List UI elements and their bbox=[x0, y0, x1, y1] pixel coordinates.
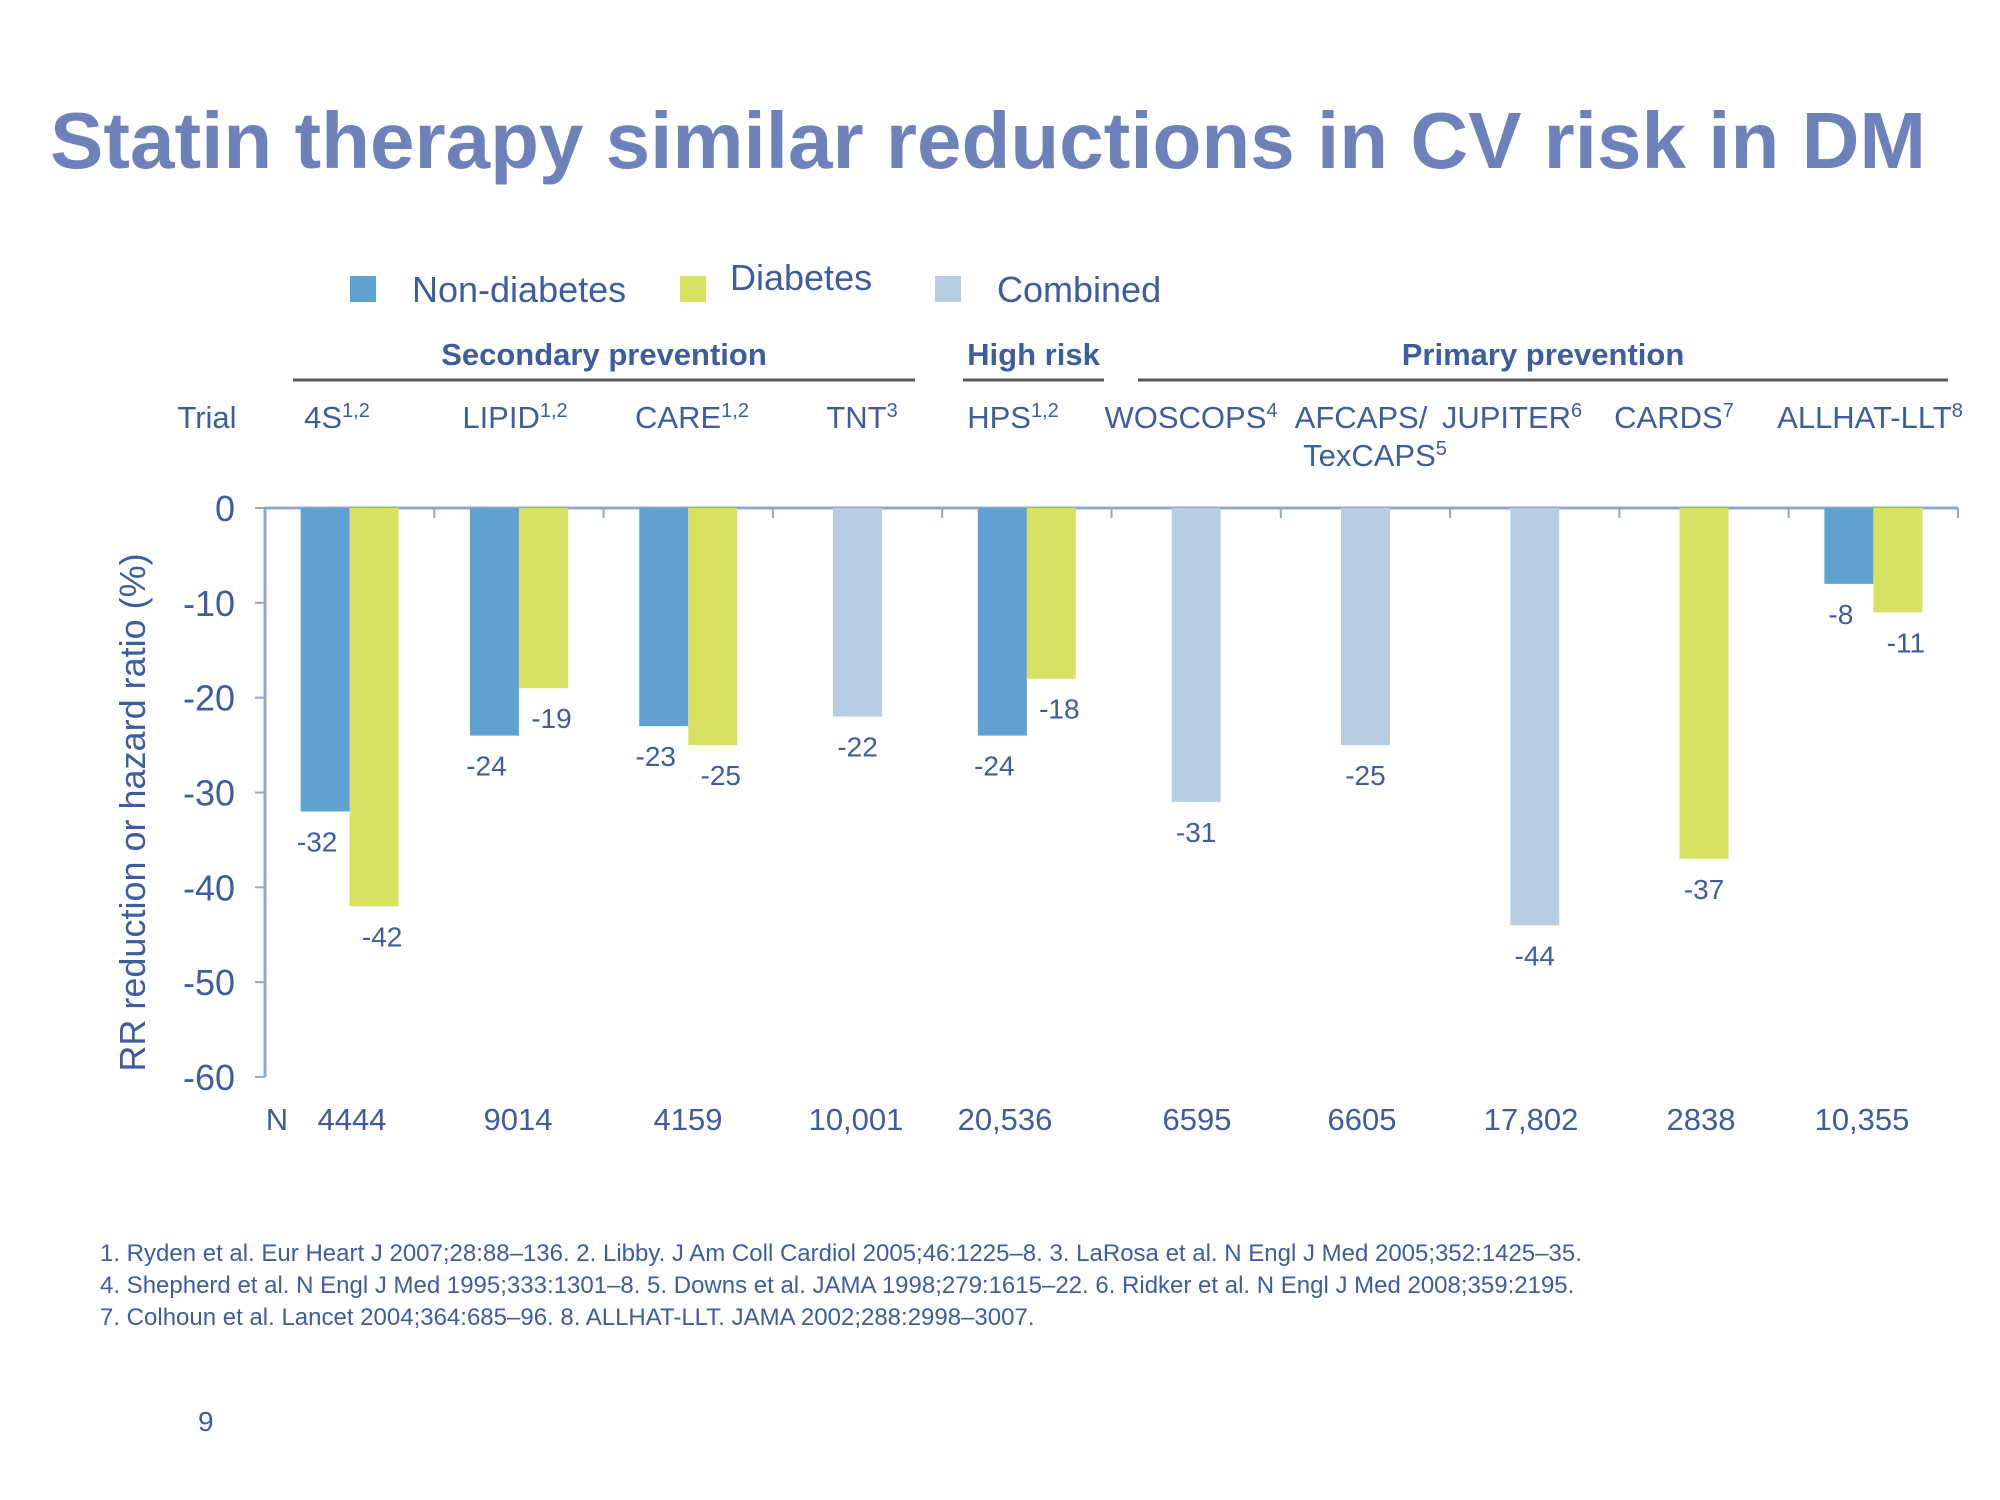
reference-line: 4. Shepherd et al. N Engl J Med 1995;333… bbox=[100, 1270, 1582, 1302]
bar-non_diabetes bbox=[301, 508, 350, 811]
y-tick-label: -10 bbox=[183, 583, 235, 624]
bar-non_diabetes bbox=[639, 508, 688, 726]
value-label: -8 bbox=[1828, 599, 1853, 630]
value-label: -18 bbox=[1039, 694, 1079, 725]
bar-non_diabetes bbox=[978, 508, 1027, 736]
reference-line: 1. Ryden et al. Eur Heart J 2007;28:88–1… bbox=[100, 1238, 1582, 1270]
y-tick-label: -50 bbox=[183, 962, 235, 1003]
bar-diabetes bbox=[688, 508, 737, 745]
n-value: 17,802 bbox=[1484, 1102, 1579, 1137]
n-value: 6605 bbox=[1328, 1102, 1397, 1137]
slide-number: 9 bbox=[198, 1406, 214, 1438]
value-label: -24 bbox=[466, 751, 506, 782]
value-label: -37 bbox=[1684, 874, 1724, 905]
reference-line: 7. Colhoun et al. Lancet 2004;364:685–96… bbox=[100, 1302, 1582, 1334]
bar-combined bbox=[1341, 508, 1390, 745]
trial-name: CARE1,2 bbox=[635, 400, 749, 435]
value-label: -25 bbox=[701, 760, 741, 791]
legend-label-non_diabetes: Non-diabetes bbox=[412, 269, 626, 310]
trial-name: TNT3 bbox=[826, 400, 897, 435]
value-label: -44 bbox=[1515, 940, 1555, 971]
bar-non_diabetes bbox=[470, 508, 519, 736]
value-label: -19 bbox=[531, 703, 571, 734]
value-label: -22 bbox=[837, 732, 877, 763]
bar-diabetes bbox=[350, 508, 399, 906]
bar-combined bbox=[1172, 508, 1221, 802]
value-label: -11 bbox=[1887, 627, 1925, 658]
group-label: Primary prevention bbox=[1402, 337, 1685, 372]
bar-diabetes bbox=[1027, 508, 1076, 679]
trial-name: ALLHAT-LLT8 bbox=[1777, 400, 1963, 435]
trial-name: JUPITER6 bbox=[1442, 400, 1582, 435]
y-tick-label: 0 bbox=[215, 488, 235, 529]
bar-combined bbox=[1510, 508, 1559, 925]
trial-row-label: Trial bbox=[177, 400, 236, 435]
y-tick-label: -30 bbox=[183, 773, 235, 814]
legend-swatch-non_diabetes bbox=[350, 276, 376, 302]
n-value: 4444 bbox=[318, 1102, 387, 1137]
value-label: -23 bbox=[636, 741, 676, 772]
n-value: 9014 bbox=[484, 1102, 553, 1137]
y-tick-label: -20 bbox=[183, 678, 235, 719]
bar-diabetes bbox=[1873, 508, 1922, 612]
value-label: -42 bbox=[362, 921, 402, 952]
trial-name: WOSCOPS4 bbox=[1104, 400, 1277, 435]
n-value: 10,355 bbox=[1815, 1102, 1910, 1137]
references: 1. Ryden et al. Eur Heart J 2007;28:88–1… bbox=[100, 1238, 1582, 1334]
bar-combined bbox=[833, 508, 882, 717]
value-label: -32 bbox=[297, 826, 337, 857]
y-tick-label: -40 bbox=[183, 867, 235, 908]
trial-name: 4S1,2 bbox=[304, 400, 370, 435]
trial-name-line2: TexCAPS5 bbox=[1303, 438, 1447, 473]
n-value: 2838 bbox=[1667, 1102, 1736, 1137]
n-value: 20,536 bbox=[958, 1102, 1053, 1137]
value-label: -25 bbox=[1345, 760, 1385, 791]
y-tick-label: -60 bbox=[183, 1057, 235, 1098]
trial-name: HPS1,2 bbox=[967, 400, 1059, 435]
trial-name: CARDS7 bbox=[1614, 400, 1734, 435]
legend-label-combined: Combined bbox=[997, 269, 1161, 310]
n-value: 4159 bbox=[654, 1102, 723, 1137]
value-label: -31 bbox=[1176, 817, 1216, 848]
trial-name: AFCAPS/ bbox=[1295, 400, 1428, 435]
bar-non_diabetes bbox=[1824, 508, 1873, 584]
n-value: 10,001 bbox=[809, 1102, 904, 1137]
value-label: -24 bbox=[974, 751, 1014, 782]
group-label: High risk bbox=[967, 337, 1100, 372]
legend-label-diabetes: Diabetes bbox=[730, 257, 872, 298]
bar-diabetes bbox=[1680, 508, 1729, 859]
n-value: 6595 bbox=[1163, 1102, 1232, 1137]
group-label: Secondary prevention bbox=[441, 337, 767, 372]
legend-swatch-combined bbox=[935, 276, 961, 302]
n-row-label: N bbox=[266, 1102, 288, 1137]
trial-name: LIPID1,2 bbox=[462, 400, 567, 435]
bar-diabetes bbox=[519, 508, 568, 688]
y-axis-title: RR reduction or hazard ratio (%) bbox=[112, 553, 153, 1071]
legend-swatch-diabetes bbox=[680, 276, 706, 302]
